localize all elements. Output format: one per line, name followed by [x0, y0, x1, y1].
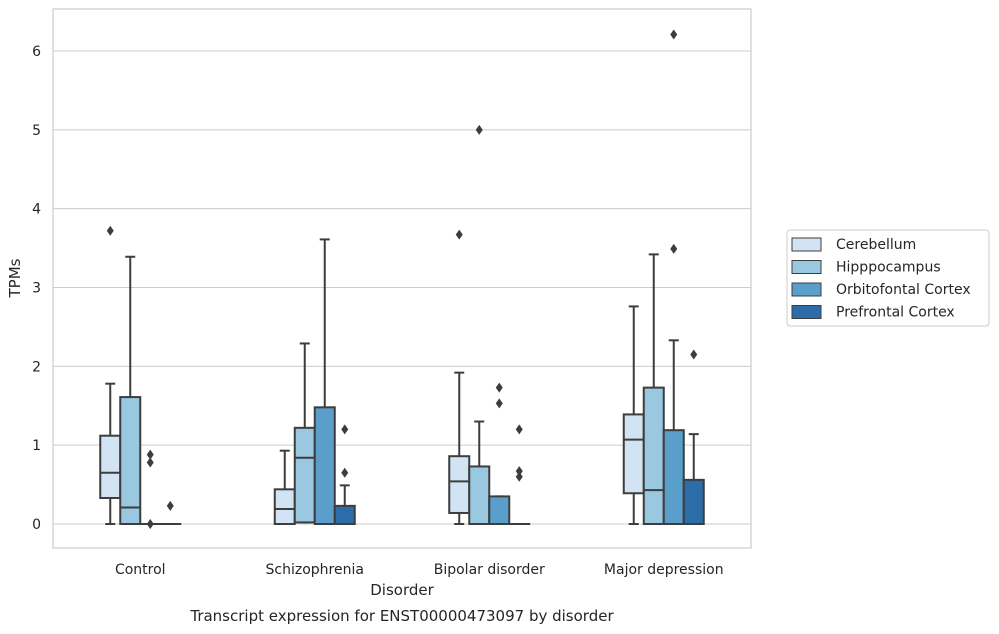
box-prefrontal-cortex	[682, 349, 705, 525]
box-hipppocampus	[119, 255, 142, 526]
box-orbitofontal-cortex	[488, 382, 511, 525]
y-tick-label: 6	[32, 44, 41, 60]
y-tick-label: 1	[32, 438, 41, 454]
outlier-point	[515, 466, 523, 477]
box-iqr	[293, 426, 316, 524]
box-iqr	[622, 413, 645, 495]
y-tick-label: 3	[32, 281, 41, 297]
legend: Cerebellum Hipppocampus Orbitofontal Corte…	[786, 229, 990, 327]
legend-swatch	[791, 305, 822, 319]
box-cerebellum	[622, 305, 645, 525]
outlier-point	[146, 449, 154, 460]
legend-swatch	[791, 237, 822, 252]
box-prefrontal-cortex	[159, 500, 182, 526]
legend-entry: Hipppocampus	[836, 260, 941, 276]
box-iqr	[313, 406, 336, 525]
legend-frame	[786, 229, 990, 327]
outlier-point	[475, 124, 483, 135]
box-iqr	[682, 478, 705, 525]
x-tick-label: Bipolar disorder	[434, 562, 545, 578]
outlier-point	[146, 519, 154, 529]
box-prefrontal-cortex	[333, 424, 356, 526]
box-hipppocampus	[468, 124, 491, 525]
box-cerebellum	[99, 225, 122, 525]
outlier-point	[341, 467, 349, 478]
box-iqr	[119, 396, 142, 526]
legend-entry: Orbitofontal Cortex	[836, 282, 971, 298]
legend-entry: Prefrontal Cortex	[836, 305, 955, 321]
x-tick-labels: Control Schizophrenia Bipolar disorder Majo…	[115, 562, 724, 578]
box-cerebellum	[273, 449, 296, 525]
outlier-point	[166, 500, 174, 511]
box-prefrontal-cortex	[508, 424, 531, 526]
outlier-point	[146, 457, 154, 468]
box-iqr	[662, 429, 685, 525]
x-tick-label: Schizophrenia	[266, 562, 364, 578]
legend-entry: Cerebellum	[836, 237, 916, 253]
outlier-point	[690, 349, 698, 360]
legend-swatch	[791, 260, 822, 274]
outlier-point	[455, 229, 463, 240]
box-cerebellum	[448, 229, 471, 525]
outlier-point	[670, 29, 678, 40]
outlier-point	[495, 398, 503, 409]
outlier-point	[341, 424, 349, 435]
chart-title: Transcript expression for ENST0000047309…	[189, 607, 614, 625]
box-iqr	[468, 465, 491, 525]
y-tick-label: 4	[32, 202, 41, 218]
box-iqr	[333, 504, 356, 526]
box-orbitofontal-cortex	[662, 29, 685, 525]
y-tick-label: 5	[32, 123, 41, 139]
x-axis-label: Disorder	[370, 581, 434, 599]
x-tick-label: Major depression	[604, 562, 724, 578]
box-iqr	[99, 434, 122, 499]
box-iqr	[448, 455, 471, 514]
outlier-point	[495, 382, 503, 393]
x-tick-label: Control	[115, 562, 166, 578]
box-iqr	[273, 488, 296, 525]
box-series	[99, 29, 705, 529]
box-iqr	[488, 495, 511, 525]
outlier-point	[515, 471, 523, 482]
y-tick-label: 2	[32, 359, 41, 375]
outlier-point	[670, 243, 678, 254]
outlier-point	[515, 424, 523, 435]
legend-swatch	[791, 282, 822, 297]
plot-frame	[52, 8, 752, 549]
box-iqr	[642, 386, 665, 526]
outlier-point	[106, 225, 114, 236]
y-tick-labels: 0 1 2 3 4 5 6	[32, 44, 41, 533]
box-orbitofontal-cortex	[313, 238, 336, 525]
y-tick-label: 0	[32, 517, 41, 533]
y-axis-label: TPMs	[6, 258, 24, 298]
